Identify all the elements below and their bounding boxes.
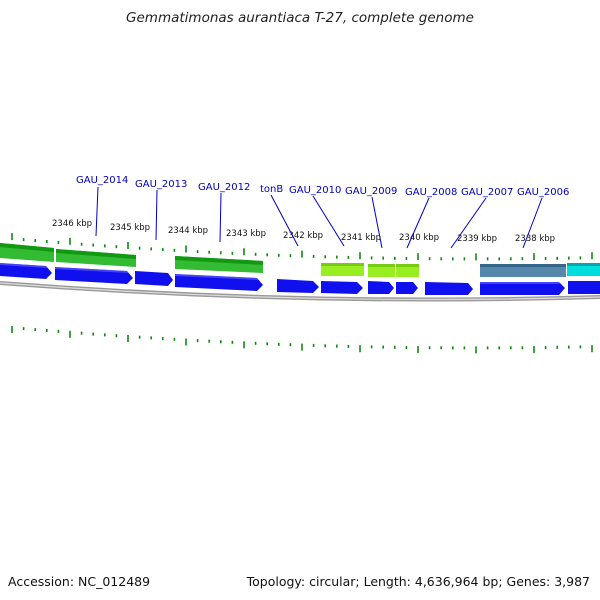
gene-labels: GAU_2014 GAU_2013 GAU_2012 tonB GAU_2010… [76, 175, 569, 198]
cds-arrow-3[interactable] [135, 271, 173, 286]
ruler-label-2342: 2342 kbp [283, 231, 323, 241]
gene-label-gau-2013[interactable]: GAU_2013 [135, 179, 187, 190]
gene-label-gau-2009[interactable]: GAU_2009 [345, 186, 397, 197]
feature-green-3-shade [175, 256, 263, 265]
gene-label-gau-2010[interactable]: GAU_2010 [289, 185, 341, 196]
gene-label-gau-2007[interactable]: GAU_2007 [461, 187, 513, 198]
feature-cyan[interactable] [567, 263, 600, 276]
gene-label-gau-2006[interactable]: GAU_2006 [517, 187, 569, 198]
ruler-ticks-bottom [11, 326, 593, 354]
feature-lime-1[interactable] [321, 263, 364, 276]
feature-lime-2[interactable] [368, 264, 395, 277]
cds-arrow-11[interactable] [568, 281, 600, 294]
feature-green-2-shade [56, 249, 136, 259]
ruler-label-2346: 2346 kbp [52, 219, 92, 229]
accession-label: Accession: NC_012489 [8, 574, 151, 589]
gene-label-leaders [95, 186, 543, 249]
topology-label: Topology: circular; Length: 4,636,964 bp… [246, 574, 590, 589]
cds-arrow-6[interactable] [321, 281, 363, 294]
cds-arrow-5[interactable] [277, 279, 319, 293]
leader-gau-2012 [219, 192, 222, 243]
feature-steel-shade [480, 264, 566, 267]
gene-label-gau-2008[interactable]: GAU_2008 [405, 187, 457, 198]
leader-tonb [270, 194, 299, 247]
cds-arrow-9[interactable] [425, 282, 473, 295]
ruler-label-2343: 2343 kbp [226, 229, 266, 239]
ruler-label-2345: 2345 kbp [110, 223, 150, 233]
ruler-label-2341: 2341 kbp [341, 233, 381, 243]
leader-gau-2013 [155, 189, 158, 241]
cds-arrow-8[interactable] [396, 282, 418, 294]
feature-steel[interactable] [480, 264, 566, 277]
leader-gau-2007 [450, 197, 487, 249]
feature-lime-3-shade [396, 264, 419, 267]
map-title: Gemmatimonas aurantiaca T-27, complete g… [126, 10, 474, 26]
feature-cyan-shade [567, 263, 600, 266]
cds-arrow-7[interactable] [368, 281, 394, 294]
ruler-label-2338: 2338 kbp [515, 234, 555, 244]
feature-lime-2-shade [368, 264, 395, 267]
gene-label-gau-2014[interactable]: GAU_2014 [76, 175, 128, 186]
leader-gau-2009 [371, 196, 383, 249]
cds-arrow-10[interactable] [480, 282, 565, 295]
cds-highlights [0, 263, 560, 284]
feature-green-1-shade [0, 243, 54, 252]
leader-gau-2014 [95, 186, 99, 237]
gene-label-tonb[interactable]: tonB [260, 184, 283, 195]
gene-label-gau-2012[interactable]: GAU_2012 [198, 182, 250, 193]
feature-track [0, 243, 600, 277]
genome-backbone-highlight [0, 282, 600, 301]
feature-lime-1-shade [321, 263, 364, 266]
feature-lime-3[interactable] [396, 264, 419, 277]
leader-gau-2008 [406, 197, 430, 249]
leader-gau-2010 [312, 195, 345, 247]
ruler-labels: 2346 kbp 2345 kbp 2344 kbp 2343 kbp 2342… [52, 219, 555, 244]
ruler-label-2340: 2340 kbp [399, 233, 439, 243]
ruler-ticks-top [11, 233, 593, 261]
leader-gau-2006 [522, 197, 543, 249]
ruler-label-2339: 2339 kbp [457, 234, 497, 244]
ruler-label-2344: 2344 kbp [168, 226, 208, 236]
